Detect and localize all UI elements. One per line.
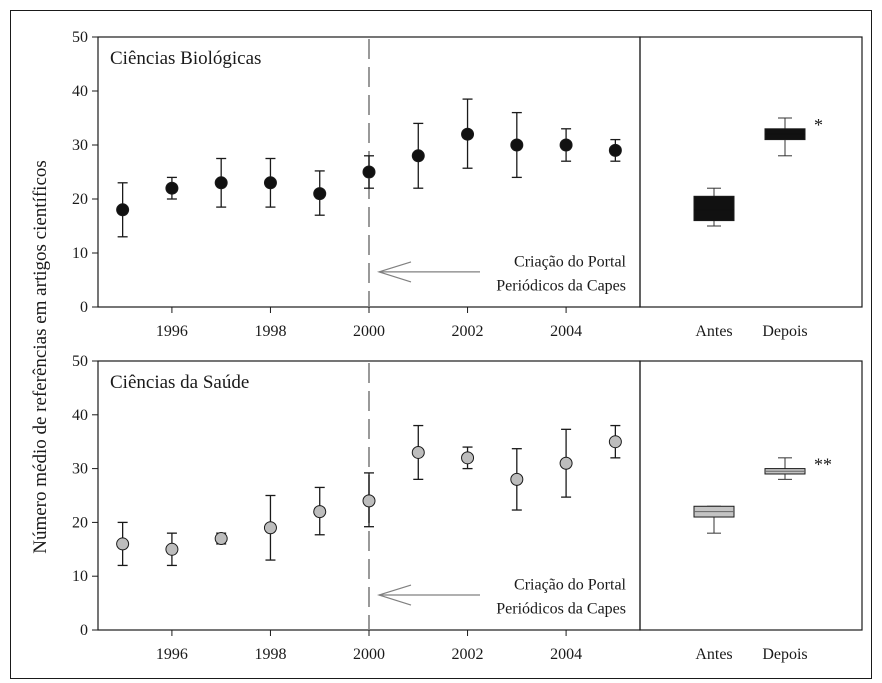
data-point xyxy=(461,451,475,465)
y-tick-label: 30 xyxy=(72,137,88,154)
data-point xyxy=(510,472,524,486)
data-point xyxy=(608,435,622,449)
boxplot-depois xyxy=(764,117,806,157)
x-tick-label: 2000 xyxy=(353,323,385,340)
annotation-text: Criação do Portal xyxy=(514,254,627,271)
data-point xyxy=(510,138,524,152)
data-point xyxy=(116,203,130,217)
x-tick-label: 2002 xyxy=(452,323,484,340)
x-tick-label: 2000 xyxy=(353,646,385,663)
x-tick-label: 1996 xyxy=(156,646,188,663)
y-tick-label: 40 xyxy=(72,407,88,424)
boxplot-category-label: Antes xyxy=(695,646,732,663)
data-point xyxy=(214,176,228,190)
boxplot-category-label: Depois xyxy=(762,323,807,340)
data-point xyxy=(214,532,228,546)
y-tick-label: 20 xyxy=(72,191,88,208)
x-tick-label: 1998 xyxy=(254,323,286,340)
data-point xyxy=(165,181,179,195)
figure-frame xyxy=(10,10,872,679)
annotation-text: Periódicos da Capes xyxy=(496,278,626,295)
data-point xyxy=(411,445,425,459)
data-point xyxy=(263,176,277,190)
data-point xyxy=(313,505,327,519)
annotation-text: Criação do Portal xyxy=(514,577,627,594)
y-tick-label: 0 xyxy=(80,622,88,639)
boxplot-depois xyxy=(764,457,806,480)
y-tick-label: 0 xyxy=(80,299,88,316)
y-tick-label: 20 xyxy=(72,514,88,531)
x-tick-label: 2004 xyxy=(550,323,582,340)
data-point xyxy=(313,187,327,201)
data-point xyxy=(608,143,622,157)
y-tick-label: 30 xyxy=(72,461,88,478)
arrow-head xyxy=(376,261,412,283)
data-point xyxy=(362,494,376,508)
y-tick-label: 10 xyxy=(72,245,88,262)
y-axis-label: Número médio de referências em artigos c… xyxy=(30,160,51,554)
boxplot-antes xyxy=(693,187,735,227)
y-tick-label: 10 xyxy=(72,568,88,585)
boxplot-area xyxy=(639,36,863,308)
panel-title: Ciências da Saúde xyxy=(110,372,249,393)
panel-title: Ciências Biológicas xyxy=(110,48,261,69)
significance-mark: * xyxy=(814,115,823,135)
x-tick-label: 2004 xyxy=(550,646,582,663)
annotation-arrow xyxy=(376,261,480,283)
y-tick-label: 40 xyxy=(72,83,88,100)
box xyxy=(693,195,735,222)
boxplot-area xyxy=(639,360,863,631)
data-point xyxy=(461,127,475,141)
annotation-text: Periódicos da Capes xyxy=(496,601,626,618)
boxplot-antes xyxy=(693,505,735,534)
arrow-head xyxy=(376,584,412,606)
data-point xyxy=(559,456,573,470)
x-tick-label: 2002 xyxy=(452,646,484,663)
data-point xyxy=(116,537,130,551)
data-point xyxy=(362,165,376,179)
data-point xyxy=(263,521,277,535)
chart-panel-1: 0 10 20 30 40 50 1996 1998 2000 2002 2004 Ciências … xyxy=(72,29,863,340)
significance-mark: ** xyxy=(814,455,832,475)
annotation-arrow xyxy=(376,584,480,606)
y-tick-label: 50 xyxy=(72,29,88,46)
boxplot-category-label: Antes xyxy=(695,323,732,340)
x-tick-label: 1996 xyxy=(156,323,188,340)
data-point xyxy=(559,138,573,152)
x-tick-label: 1998 xyxy=(254,646,286,663)
y-tick-label: 50 xyxy=(72,353,88,370)
data-point xyxy=(411,149,425,163)
data-point xyxy=(165,542,179,556)
chart-panel-2: 0 10 20 30 40 50 1996 1998 2000 2002 2004 Ciências … xyxy=(72,353,863,663)
boxplot-category-label: Depois xyxy=(762,646,807,663)
